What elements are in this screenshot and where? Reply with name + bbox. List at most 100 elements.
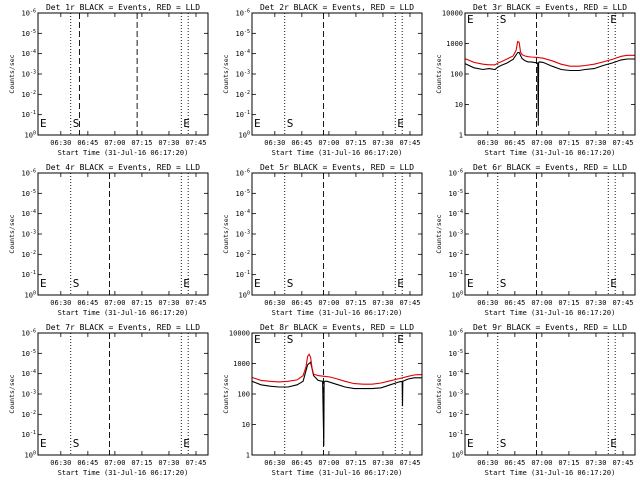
- plot-frame: [251, 332, 423, 456]
- y-tick-label: 10-6: [449, 169, 463, 178]
- series-line-1: [464, 51, 635, 126]
- y-tick-label: 100: [452, 291, 463, 300]
- x-tick-label: 06:45: [291, 139, 312, 147]
- y-tick-label: 1000: [233, 360, 250, 368]
- y-tick-label: 10-5: [22, 189, 36, 198]
- marker-label: E: [467, 277, 474, 290]
- plot-frame: [464, 12, 636, 136]
- x-tick-label: 06:45: [77, 299, 98, 307]
- y-tick-label: 10-4: [449, 369, 463, 378]
- x-tick-label: 07:15: [345, 459, 366, 467]
- x-tick-label: 07:30: [372, 139, 393, 147]
- marker-label: S: [500, 437, 507, 450]
- marker-label: E: [610, 437, 617, 450]
- marker-label: E: [610, 277, 617, 290]
- plot-frame: [251, 12, 423, 136]
- series-line-1: [251, 361, 422, 446]
- x-tick-label: 07:15: [131, 459, 152, 467]
- y-tick-label: 10-4: [22, 369, 36, 378]
- y-tick-label: 100: [25, 451, 36, 460]
- x-tick-label: 06:45: [504, 459, 525, 467]
- y-tick-label: 100: [239, 291, 250, 300]
- plot-frame: [37, 12, 209, 136]
- y-tick-label: 10-1: [449, 270, 463, 279]
- x-tick-label: 07:15: [131, 139, 152, 147]
- marker-label: S: [287, 277, 294, 290]
- x-tick-label: 06:30: [264, 299, 285, 307]
- y-tick-label: 10-2: [22, 90, 36, 99]
- chart-title: Det 3r BLACK = Events, RED = LLD: [473, 3, 627, 12]
- x-tick-label: 07:45: [612, 139, 633, 147]
- x-axis-label: Start Time (31-Jul-16 06:17:20): [58, 149, 189, 157]
- y-tick-label: 10-5: [236, 29, 250, 38]
- y-tick-label: 10-2: [449, 410, 463, 419]
- y-tick-label: 100: [237, 391, 250, 399]
- chart-panel-3: Det 3r BLACK = Events, RED = LLD Counts/s…: [435, 3, 636, 157]
- x-tick-label: 06:30: [477, 299, 498, 307]
- y-axis-label: Counts/sec: [222, 374, 230, 413]
- marker-label: E: [40, 117, 47, 130]
- chart-panel-1: Det 1r BLACK = Events, RED = LLD Counts/s…: [8, 3, 209, 157]
- chart-title: Det 1r BLACK = Events, RED = LLD: [46, 3, 200, 12]
- x-tick-label: 06:30: [264, 139, 285, 147]
- plot-frame: [37, 172, 209, 296]
- x-tick-label: 07:30: [585, 299, 606, 307]
- marker-label: E: [183, 437, 190, 450]
- y-tick-label: 10-2: [236, 90, 250, 99]
- x-tick-label: 07:00: [318, 299, 339, 307]
- series-line-2: [251, 353, 422, 385]
- x-axis-label: Start Time (31-Jul-16 06:17:20): [272, 469, 403, 477]
- y-tick-label: 10-5: [236, 189, 250, 198]
- x-tick-label: 07:30: [585, 459, 606, 467]
- y-axis-label: Counts/sec: [435, 54, 443, 93]
- chart-panel-7: Det 7r BLACK = Events, RED = LLD Counts/s…: [8, 323, 209, 477]
- y-tick-label: 100: [450, 71, 463, 79]
- series-line-2: [464, 40, 635, 67]
- y-tick-label: 10-3: [236, 70, 250, 79]
- x-tick-label: 07:00: [104, 299, 125, 307]
- marker-label: E: [467, 437, 474, 450]
- y-tick-label: 10-1: [22, 430, 36, 439]
- y-tick-label: 1: [246, 452, 250, 460]
- y-tick-label: 100: [25, 131, 36, 140]
- y-tick-label: 10-5: [449, 349, 463, 358]
- marker-label: S: [73, 277, 80, 290]
- x-tick-label: 07:00: [104, 459, 125, 467]
- x-tick-label: 07:30: [372, 299, 393, 307]
- x-tick-label: 07:45: [185, 459, 206, 467]
- x-tick-label: 06:30: [477, 459, 498, 467]
- chart-panel-2: Det 2r BLACK = Events, RED = LLD Counts/s…: [222, 3, 423, 157]
- x-tick-label: 07:15: [345, 299, 366, 307]
- y-axis-label: Counts/sec: [222, 214, 230, 253]
- y-tick-label: 10-6: [236, 169, 250, 178]
- y-tick-label: 10-1: [22, 270, 36, 279]
- x-axis-label: Start Time (31-Jul-16 06:17:20): [485, 149, 616, 157]
- x-axis-label: Start Time (31-Jul-16 06:17:20): [485, 309, 616, 317]
- y-tick-label: 100: [25, 291, 36, 300]
- chart-title: Det 5r BLACK = Events, RED = LLD: [260, 163, 414, 172]
- chart-panel-8: Det 8r BLACK = Events, RED = LLD Counts/s…: [222, 323, 423, 477]
- marker-label: E: [610, 13, 617, 26]
- y-tick-label: 10-3: [22, 390, 36, 399]
- marker-label: E: [254, 117, 261, 130]
- y-tick-label: 10-5: [22, 349, 36, 358]
- x-tick-label: 07:15: [558, 139, 579, 147]
- x-tick-label: 06:45: [291, 459, 312, 467]
- y-tick-label: 10-6: [449, 329, 463, 338]
- marker-label: E: [254, 277, 261, 290]
- x-tick-label: 07:00: [318, 139, 339, 147]
- plot-frame: [464, 332, 636, 456]
- x-axis-label: Start Time (31-Jul-16 06:17:20): [485, 469, 616, 477]
- x-tick-label: 07:15: [131, 299, 152, 307]
- y-tick-label: 10-4: [236, 209, 250, 218]
- y-tick-label: 10-2: [22, 410, 36, 419]
- marker-label: E: [397, 333, 404, 346]
- chart-title: Det 7r BLACK = Events, RED = LLD: [46, 323, 200, 332]
- y-axis-label: Counts/sec: [8, 54, 16, 93]
- chart-title: Det 9r BLACK = Events, RED = LLD: [473, 323, 627, 332]
- y-tick-label: 10-3: [449, 390, 463, 399]
- x-tick-label: 06:30: [264, 459, 285, 467]
- marker-label: S: [287, 117, 294, 130]
- marker-label: E: [40, 277, 47, 290]
- y-tick-label: 10: [242, 421, 250, 429]
